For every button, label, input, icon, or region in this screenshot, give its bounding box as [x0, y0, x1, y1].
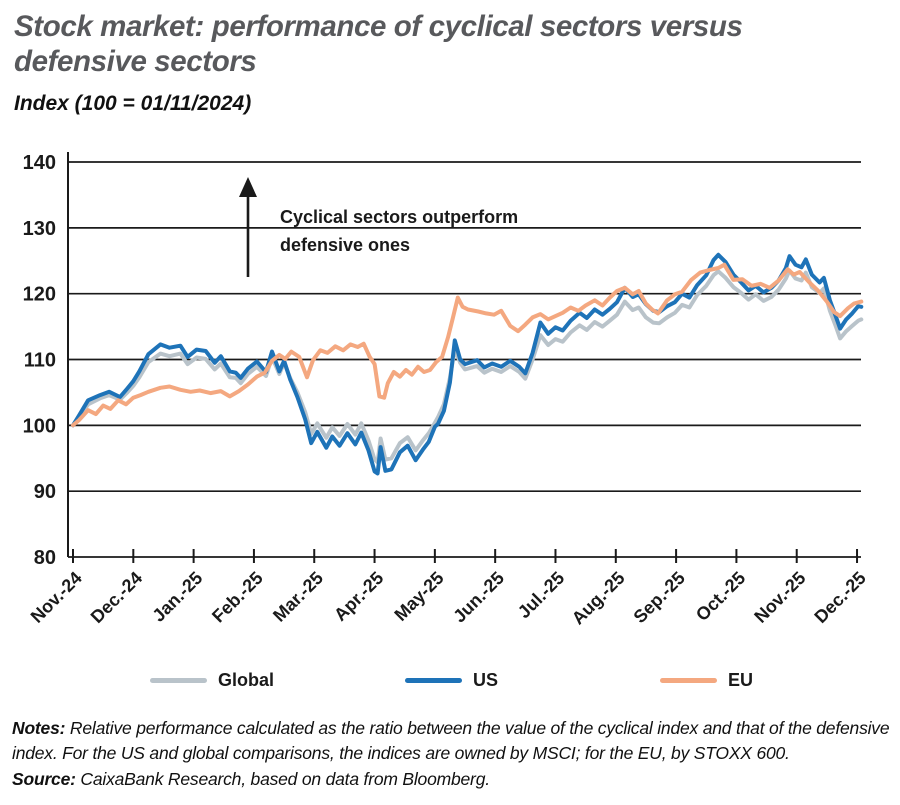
notes-text: Relative performance calculated as the r…: [12, 718, 890, 764]
x-tick-label-4: Mar.-25: [269, 568, 327, 626]
chart-title: Stock market: performance of cyclical se…: [14, 10, 743, 78]
series-line-us: [71, 252, 864, 476]
annotation-text: Cyclical sectors outperform defensive on…: [280, 204, 518, 260]
y-tick-label-110: 110: [24, 350, 56, 372]
notes-label: Notes:: [12, 718, 66, 738]
x-tick-label-12: Nov.-25: [750, 568, 809, 627]
x-tick-label-6: May-25: [390, 568, 447, 625]
legend-item-us: US: [405, 670, 600, 691]
x-tick-label-7: Jun.-25: [449, 568, 508, 627]
x-tick-label-5: Apr.-25: [330, 568, 387, 625]
y-tick-label-130: 130: [23, 218, 56, 240]
source-text: CaixaBank Research, based on data from B…: [75, 768, 490, 789]
series-line-global: [71, 268, 864, 465]
legend-label-eu: EU: [728, 670, 754, 690]
notes-block: Notes: Relative performance calculated a…: [12, 718, 890, 764]
up-arrow-head-icon: [239, 177, 257, 197]
y-tick-label-90: 90: [34, 481, 56, 503]
x-tick-label-8: Jul.-25: [514, 568, 568, 622]
x-tick-label-11: Oct.-25: [692, 568, 749, 625]
legend-label-us: US: [473, 670, 499, 690]
source-label: Source:: [12, 768, 76, 789]
legend-label-global: Global: [218, 670, 275, 690]
y-tick-label-100: 100: [23, 415, 56, 437]
y-tick-label-120: 120: [23, 284, 56, 306]
footnotes: Notes: Relative performance calculated a…: [12, 716, 896, 792]
us-line-swatch: [405, 678, 462, 683]
y-tick-label-140: 140: [23, 152, 56, 174]
annotation-line1: Cyclical sectors outperform: [280, 207, 519, 227]
global-line-swatch: [150, 678, 207, 683]
x-tick-label-10: Sep.-25: [630, 568, 689, 627]
y-tick-label-80: 80: [34, 547, 56, 569]
x-tick-label-13: Dec.-25: [810, 568, 869, 627]
legend: Global US EU: [0, 670, 900, 691]
legend-item-global: Global: [150, 670, 345, 691]
x-tick-label-2: Jan.-25: [148, 568, 206, 626]
series-line-eu: [71, 262, 864, 428]
eu-line-swatch: [660, 678, 717, 683]
x-tick-label-3: Feb.-25: [208, 568, 267, 627]
x-tick-label-1: Dec.-24: [87, 568, 146, 627]
annotation-line2: defensive ones: [280, 234, 411, 255]
x-tick-label-0: Nov.-24: [27, 568, 86, 627]
chart-subtitle: Index (100 = 01/11/2024): [14, 92, 252, 115]
source-block: Source: CaixaBank Research, based on dat…: [12, 769, 490, 789]
x-tick-label-9: Aug.-25: [568, 568, 629, 629]
legend-item-eu: EU: [660, 670, 855, 691]
